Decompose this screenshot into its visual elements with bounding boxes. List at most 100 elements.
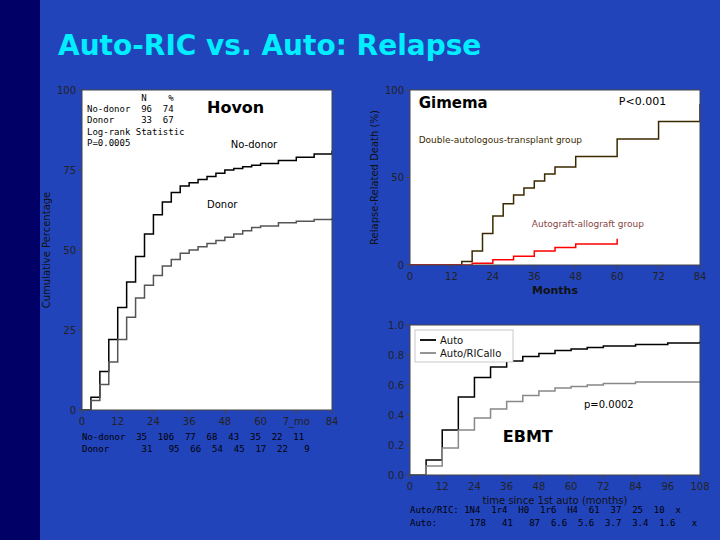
y-tick-label: 100 xyxy=(385,85,404,96)
x-tick-label: 24 xyxy=(147,416,160,427)
x-tick xyxy=(260,410,261,414)
x-tick-label: 7_mo xyxy=(283,416,310,428)
panel: 012243648607284050100MonthsRelapse-Relat… xyxy=(369,85,706,298)
annotation: Autograft-allograft group xyxy=(532,219,644,229)
x-tick xyxy=(575,265,576,269)
panel-title: Hovon xyxy=(207,98,264,117)
x-tick xyxy=(667,475,668,479)
y-tick-label: 100 xyxy=(57,85,76,96)
y-tick xyxy=(406,90,410,91)
left-stripe xyxy=(0,0,40,540)
legend-entry: Auto xyxy=(440,335,463,346)
x-tick xyxy=(117,410,118,414)
figure: Auto-RIC vs. Auto: Relapse 0 12 24 36 48 60 7_m… xyxy=(0,0,720,540)
x-tick xyxy=(617,265,618,269)
y-tick-label: 0.4 xyxy=(388,410,404,421)
x-tick-label: 60 xyxy=(254,416,267,427)
x-tick-label: 12 xyxy=(445,271,458,282)
x-tick xyxy=(538,475,539,479)
x-tick-label: 48 xyxy=(218,416,231,427)
y-axis-label: Relapse-Related Death (%) xyxy=(369,110,380,245)
x-tick-label: 72 xyxy=(597,481,610,492)
plot-background xyxy=(410,90,700,265)
y-tick-label: 0 xyxy=(70,405,76,416)
annotation-line: N % xyxy=(87,93,174,103)
x-tick-label: 0 xyxy=(407,271,413,282)
y-tick-label: 0.8 xyxy=(388,350,404,361)
annotation-line: No-donor 96 74 xyxy=(87,104,174,114)
annotation: No-donor 35 106 77 68 43 35 22 11 xyxy=(82,432,304,442)
x-tick xyxy=(635,475,636,479)
step-line xyxy=(410,382,700,475)
x-tick xyxy=(700,475,701,479)
y-tick-label: 0.6 xyxy=(388,380,404,391)
x-tick-label: 60 xyxy=(565,481,578,492)
annotation: Donor 31 95 66 54 45 17 22 9 xyxy=(82,444,310,454)
y-tick xyxy=(78,90,82,91)
legend-swatch xyxy=(420,352,436,354)
x-tick-label: 84 xyxy=(629,481,642,492)
x-tick-label: 36 xyxy=(183,416,196,427)
x-tick xyxy=(506,475,507,479)
y-tick xyxy=(406,415,410,416)
legend-swatch xyxy=(420,339,436,341)
annotation: Auto/RIC: 1N4 1r4 H0 1r6 H4 61 37 25 10 … xyxy=(410,505,682,515)
x-tick-label: 12 xyxy=(111,416,124,427)
x-tick-label: 108 xyxy=(690,481,709,492)
y-tick-label: 0.2 xyxy=(388,440,404,451)
annotation-line: Donor 33 67 xyxy=(87,115,174,125)
step-line xyxy=(82,151,332,410)
panel: 012243648607284961080.00.20.40.60.81.0ti… xyxy=(388,320,709,528)
annotation: No-donor xyxy=(231,139,278,150)
series-group xyxy=(410,104,700,265)
x-tick xyxy=(410,475,411,479)
x-tick xyxy=(571,475,572,479)
x-tick xyxy=(332,410,333,414)
x-tick xyxy=(410,265,411,269)
x-tick-label: 48 xyxy=(533,481,546,492)
y-tick-label: 75 xyxy=(63,165,76,176)
step-line xyxy=(82,218,332,410)
x-tick xyxy=(189,410,190,414)
y-tick xyxy=(406,177,410,178)
background xyxy=(0,0,720,540)
x-tick-label: 0 xyxy=(79,416,85,427)
x-tick-label: 36 xyxy=(500,481,513,492)
x-tick xyxy=(296,410,297,414)
annotation: P<0.001 xyxy=(619,95,666,108)
panel-title: EBMT xyxy=(503,427,553,446)
y-tick-label: 1.0 xyxy=(388,320,404,331)
x-tick-label: 84 xyxy=(326,416,339,427)
x-tick-label: 48 xyxy=(569,271,582,282)
y-tick xyxy=(78,330,82,331)
x-tick xyxy=(82,410,83,414)
x-tick xyxy=(603,475,604,479)
x-tick xyxy=(442,475,443,479)
y-axis-label: Cumulative Percentage xyxy=(41,192,52,309)
step-line xyxy=(410,104,700,265)
y-tick-label: 0 xyxy=(398,260,404,271)
x-tick-label: 24 xyxy=(468,481,481,492)
x-tick-label: 60 xyxy=(611,271,624,282)
y-tick-label: 50 xyxy=(391,172,404,183)
x-tick-label: 12 xyxy=(436,481,449,492)
x-tick-label: 0 xyxy=(407,481,413,492)
figure-title: Auto-RIC vs. Auto: Relapse xyxy=(58,29,481,62)
annotation: Double-autologous-transplant group xyxy=(419,135,583,145)
y-tick xyxy=(78,250,82,251)
x-tick xyxy=(534,265,535,269)
x-tick xyxy=(224,410,225,414)
x-tick-label: 72 xyxy=(652,271,665,282)
y-tick xyxy=(406,355,410,356)
y-tick-label: 50 xyxy=(63,245,76,256)
annotation: Donor xyxy=(207,199,238,210)
plot-background xyxy=(82,90,332,410)
y-tick xyxy=(406,325,410,326)
annotation: N %No-donor 96 74Donor 33 67Log-rank Sta… xyxy=(87,93,185,148)
y-tick xyxy=(406,475,410,476)
y-tick xyxy=(78,170,82,171)
y-tick-label: 0.0 xyxy=(388,470,404,481)
annotation: p=0.0002 xyxy=(584,399,634,410)
step-line xyxy=(410,239,617,265)
plot-frame xyxy=(410,325,700,475)
